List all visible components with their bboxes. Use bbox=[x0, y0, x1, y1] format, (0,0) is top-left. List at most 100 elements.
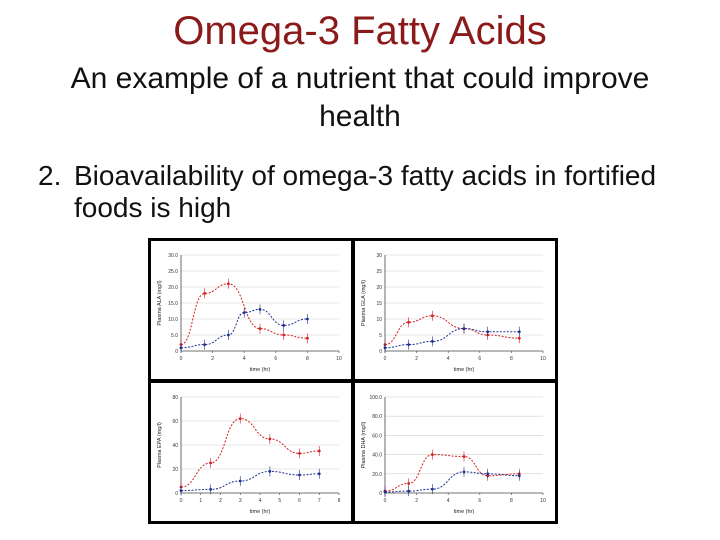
y-tick-label: 80 bbox=[172, 395, 178, 401]
x-tick-label: 8 bbox=[306, 356, 309, 362]
red-series-point bbox=[298, 452, 301, 455]
y-tick-label: 25 bbox=[376, 269, 382, 275]
chart-epa: 0 20 40 60 80 0 1 2 3 4 5 6 7 8 time (hr) Plasma EPA (m… bbox=[157, 395, 341, 515]
y-tick-label: 40 bbox=[172, 443, 178, 449]
blue-series-point bbox=[306, 317, 309, 321]
red-series-point bbox=[238, 417, 242, 420]
x-tick-label: 7 bbox=[318, 498, 321, 504]
x-tick-label: 0 bbox=[384, 498, 387, 504]
blue-series-point bbox=[383, 346, 387, 350]
y-axis-label: Plasma EPA (mg/l) bbox=[157, 422, 163, 468]
x-tick-label: 0 bbox=[384, 356, 387, 362]
x-tick-label: 4 bbox=[447, 356, 450, 362]
y-tick-label: 20.0 bbox=[168, 285, 178, 291]
x-tick-label: 4 bbox=[243, 356, 246, 362]
blue-series-line bbox=[384, 471, 520, 493]
y-tick-label: 60 bbox=[172, 419, 178, 425]
blue-series-point bbox=[383, 490, 387, 494]
y-tick-label: 0 bbox=[175, 349, 178, 355]
slide-title: Omega-3 Fatty Acids bbox=[173, 9, 547, 53]
blue-series-point bbox=[317, 472, 321, 476]
blue-series-point bbox=[486, 472, 490, 476]
blue-series-point bbox=[268, 470, 272, 473]
red-series-point bbox=[517, 336, 521, 340]
x-tick-label: 0 bbox=[180, 356, 183, 362]
red-series-point bbox=[317, 449, 321, 453]
y-tick-label: 0 bbox=[379, 349, 382, 355]
blue-series-point bbox=[486, 330, 490, 334]
x-tick-label: 5 bbox=[278, 498, 281, 504]
blue-series-point bbox=[431, 340, 434, 343]
red-series-point bbox=[268, 437, 272, 441]
y-tick-label: 5 bbox=[379, 333, 382, 339]
red-series-point bbox=[407, 320, 411, 324]
x-tick-label: 6 bbox=[274, 356, 277, 362]
bullet-text: Bioavailability of omega-3 fatty acids i… bbox=[74, 160, 657, 223]
y-tick-label: 30 bbox=[376, 253, 382, 259]
chart-panel-dha: 0 20.0 40.0 60.0 80.0 100.0 0 2 4 6 8 10 time (hr) Pl… bbox=[355, 383, 555, 521]
x-tick-label: 10 bbox=[540, 356, 546, 362]
y-tick-label: 5.0 bbox=[171, 333, 178, 339]
red-series-point bbox=[282, 333, 286, 337]
blue-series-point bbox=[179, 489, 183, 492]
chart-gla: 0 5 10 15 20 25 30 0 2 4 6 8 10 time (hr) Plasma GLA (… bbox=[361, 253, 546, 373]
red-series-point bbox=[227, 282, 230, 286]
x-tick-label: 10 bbox=[336, 356, 342, 362]
y-tick-label: 20 bbox=[376, 285, 382, 291]
x-axis-label: time (hr) bbox=[250, 509, 271, 515]
y-tick-label: 60.0 bbox=[372, 433, 382, 439]
blue-series-point bbox=[517, 474, 521, 478]
y-tick-label: 100.0 bbox=[369, 395, 382, 401]
red-series-point bbox=[203, 292, 207, 295]
x-tick-label: 2 bbox=[211, 356, 214, 362]
x-tick-label: 8 bbox=[338, 498, 341, 504]
x-tick-label: 4 bbox=[259, 498, 262, 504]
blue-series-point bbox=[242, 311, 246, 314]
y-axis-label: Plasma GLA (mg/l) bbox=[361, 280, 367, 326]
blue-series-point bbox=[258, 308, 262, 311]
y-axis-label: Plasma DHA (mg/l) bbox=[361, 421, 367, 468]
x-axis-label: time (hr) bbox=[250, 367, 271, 373]
bullet-number: 2. bbox=[38, 160, 62, 191]
chart-panel-epa: 0 20 40 60 80 0 1 2 3 4 5 6 7 8 time (hr) Plasma EPA (m… bbox=[151, 383, 351, 521]
x-tick-label: 4 bbox=[447, 498, 450, 504]
blue-series-point bbox=[298, 473, 301, 477]
y-axis-label: Plasma ALA (mg/l) bbox=[157, 280, 163, 325]
x-tick-label: 6 bbox=[298, 498, 301, 504]
blue-series-point bbox=[227, 333, 230, 337]
red-series-point bbox=[209, 461, 213, 465]
y-tick-label: 10 bbox=[376, 317, 382, 323]
blue-series-point bbox=[517, 330, 521, 334]
blue-series-point bbox=[238, 479, 242, 483]
y-tick-label: 80.0 bbox=[372, 414, 382, 420]
x-tick-label: 8 bbox=[510, 356, 513, 362]
chart-ala: 0 5.0 10.0 15.0 20.0 25.0 30.0 0 2 4 6 8 10 time (hr)… bbox=[157, 253, 342, 373]
blue-series-point bbox=[407, 489, 411, 493]
red-series-point bbox=[431, 453, 434, 456]
blue-series-line bbox=[384, 328, 520, 349]
y-tick-label: 15.0 bbox=[168, 301, 178, 307]
chart-panel-gla: 0 5 10 15 20 25 30 0 2 4 6 8 10 time (hr) Plasma GLA (… bbox=[355, 241, 555, 379]
blue-series-point bbox=[462, 470, 466, 474]
y-tick-label: 25.0 bbox=[168, 269, 178, 275]
blue-series-point bbox=[431, 487, 434, 491]
red-series-point bbox=[407, 482, 411, 485]
chart-figure: 0 5.0 10.0 15.0 20.0 25.0 30.0 0 2 4 6 8 10 time (hr)… bbox=[148, 238, 558, 524]
y-tick-label: 20.0 bbox=[372, 472, 382, 478]
bullet-point: 2. Bioavailability of omega-3 fatty acid… bbox=[38, 160, 698, 224]
y-tick-label: 0 bbox=[379, 491, 382, 497]
y-tick-label: 40.0 bbox=[372, 453, 382, 459]
x-tick-label: 6 bbox=[478, 356, 481, 362]
chart-panel-ala: 0 5.0 10.0 15.0 20.0 25.0 30.0 0 2 4 6 8 10 time (hr)… bbox=[151, 241, 351, 379]
x-tick-label: 6 bbox=[478, 498, 481, 504]
y-tick-label: 15 bbox=[376, 301, 382, 307]
red-series-point bbox=[431, 314, 434, 318]
blue-series-point bbox=[203, 343, 207, 346]
blue-series-point bbox=[282, 324, 286, 327]
slide-subtitle: An example of a nutrient that could impr… bbox=[70, 62, 650, 133]
x-tick-label: 0 bbox=[180, 498, 183, 504]
red-series-line bbox=[384, 454, 520, 492]
y-tick-label: 10.0 bbox=[168, 317, 178, 323]
x-tick-label: 1 bbox=[199, 498, 202, 504]
x-tick-label: 3 bbox=[239, 498, 242, 504]
